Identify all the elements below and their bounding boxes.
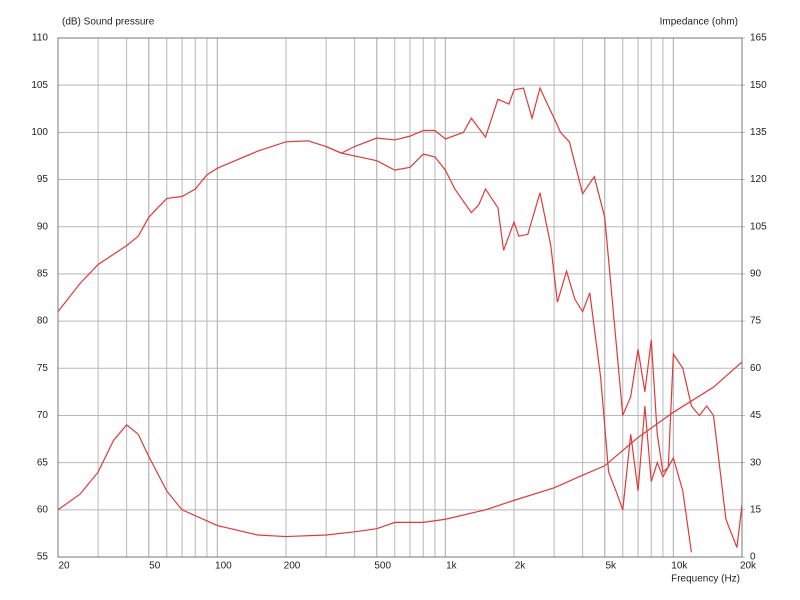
y2-tick-label: 165 (750, 33, 767, 44)
x-tick-label: 1k (446, 561, 458, 572)
x-axis-label: Frequency (Hz) (671, 574, 740, 585)
y2-tick-label: 15 (750, 504, 762, 515)
y2-tick-label: 75 (750, 316, 762, 327)
y-tick-label: 110 (32, 33, 48, 44)
y2-tick-label: 150 (750, 80, 767, 91)
y2-axis-label: Impedance (ohm) (660, 17, 738, 28)
y2-tick-label: 90 (750, 269, 762, 280)
y-tick-label: 70 (37, 410, 49, 421)
y-tick-label: 90 (37, 221, 49, 232)
y2-tick-label: 105 (750, 221, 767, 232)
y-tick-label: 80 (37, 316, 49, 327)
x-tick-label: 20k (740, 561, 757, 572)
y2-tick-label: 30 (750, 457, 762, 468)
y-axis-label: (dB) Sound pressure (62, 17, 155, 28)
x-tick-label: 2k (515, 561, 527, 572)
x-tick-label: 5k (605, 561, 617, 572)
y2-tick-label: 135 (750, 127, 767, 138)
plot-border (57, 37, 743, 558)
x-tick-label: 50 (149, 561, 161, 572)
y-tick-label: 95 (37, 174, 49, 185)
y2-tick-label: 0 (750, 552, 756, 563)
curve (58, 86, 742, 548)
plot-area (58, 86, 742, 553)
y2-tick-label: 120 (750, 174, 767, 185)
curve (325, 145, 693, 553)
y-tick-label: 100 (31, 127, 48, 138)
y2-tick-label: 60 (750, 363, 762, 374)
y-tick-label: 105 (31, 80, 48, 91)
y-tick-label: 85 (37, 269, 49, 280)
x-tick-label: 200 (284, 561, 301, 572)
x-tick-label: 100 (215, 561, 232, 572)
y-tick-label: 75 (37, 363, 49, 374)
y-tick-label: 60 (37, 504, 49, 515)
y-tick-label: 65 (37, 457, 49, 468)
x-tick-label: 500 (374, 561, 391, 572)
x-tick-label: 10k (671, 561, 688, 572)
curve (58, 361, 742, 538)
x-tick-label: 20 (58, 561, 70, 572)
y-tick-label: 55 (37, 552, 49, 563)
y2-tick-label: 45 (750, 410, 762, 421)
